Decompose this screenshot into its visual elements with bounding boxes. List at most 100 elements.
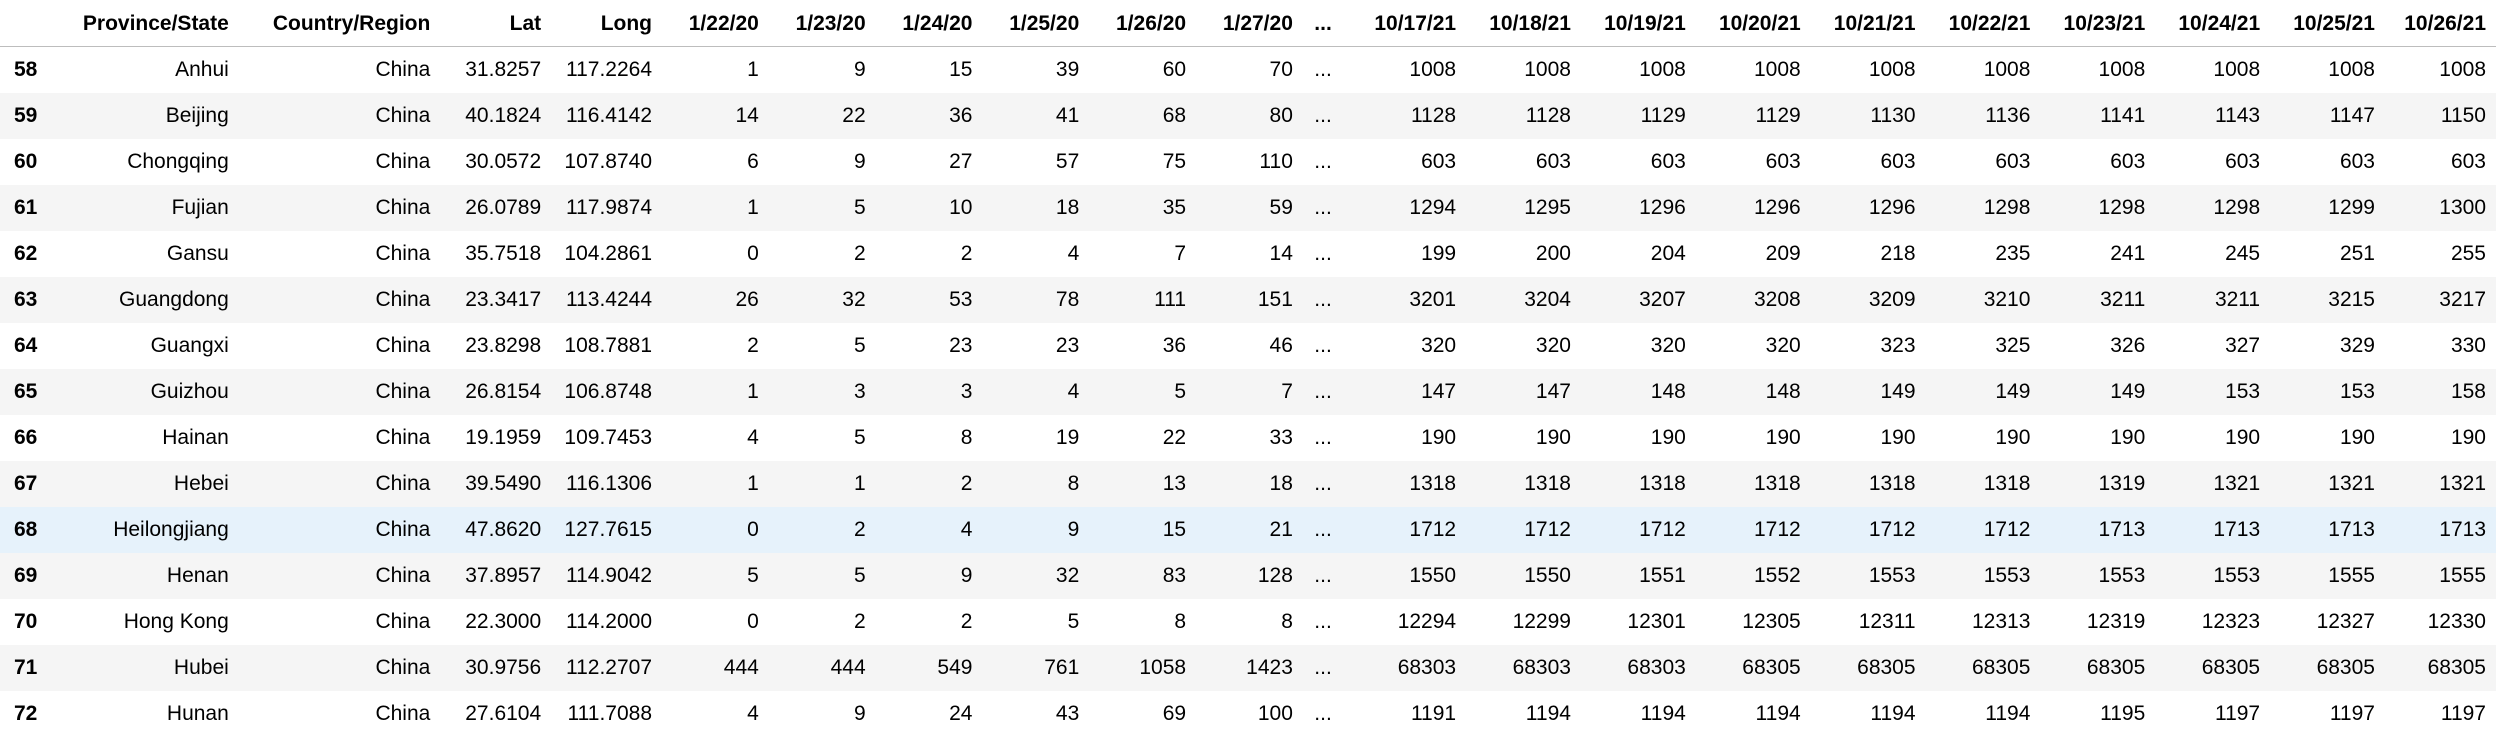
table-cell: 12323: [2155, 599, 2270, 645]
table-cell: ...: [1303, 231, 1347, 277]
table-cell: 1298: [1926, 185, 2041, 231]
table-cell: Hebei: [52, 461, 238, 507]
table-cell: 326: [2040, 323, 2155, 369]
table-cell: 1318: [1466, 461, 1581, 507]
table-cell: ...: [1303, 93, 1347, 139]
table-cell: 1008: [2385, 47, 2496, 94]
table-cell: China: [239, 369, 441, 415]
table-cell: 26.0789: [440, 185, 551, 231]
table-cell: 1008: [1696, 47, 1811, 94]
table-cell: 255: [2385, 231, 2496, 277]
table-cell: Anhui: [52, 47, 238, 94]
table-cell: 1147: [2270, 93, 2385, 139]
table-cell: 1294: [1347, 185, 1466, 231]
table-cell: 1555: [2270, 553, 2385, 599]
table-cell: 1423: [1196, 645, 1303, 691]
table-cell: 108.7881: [551, 323, 662, 369]
table-cell: 1712: [1811, 507, 1926, 553]
table-cell: 153: [2155, 369, 2270, 415]
table-cell: 1321: [2385, 461, 2496, 507]
table-cell: 31.8257: [440, 47, 551, 94]
table-cell: 68305: [2040, 645, 2155, 691]
table-cell: 1713: [2155, 507, 2270, 553]
table-cell: 1550: [1347, 553, 1466, 599]
table-cell: 12330: [2385, 599, 2496, 645]
table-cell: 114.2000: [551, 599, 662, 645]
table-cell: 1008: [1811, 47, 1926, 94]
table-cell: 330: [2385, 323, 2496, 369]
table-cell: 3201: [1347, 277, 1466, 323]
table-cell: 2: [769, 507, 876, 553]
table-cell: 204: [1581, 231, 1696, 277]
table-cell: ...: [1303, 507, 1347, 553]
table-cell: Chongqing: [52, 139, 238, 185]
table-cell: 27.6104: [440, 691, 551, 737]
table-cell: China: [239, 277, 441, 323]
table-cell: 36: [876, 93, 983, 139]
column-header: Country/Region: [239, 2, 441, 47]
table-cell: 47.8620: [440, 507, 551, 553]
table-cell: 251: [2270, 231, 2385, 277]
row-index: 60: [0, 139, 52, 185]
table-cell: 12327: [2270, 599, 2385, 645]
column-header: 10/25/21: [2270, 2, 2385, 47]
row-index: 59: [0, 93, 52, 139]
table-cell: 320: [1581, 323, 1696, 369]
table-cell: 3211: [2040, 277, 2155, 323]
table-cell: China: [239, 93, 441, 139]
table-cell: 8: [876, 415, 983, 461]
table-cell: 100: [1196, 691, 1303, 737]
table-cell: ...: [1303, 369, 1347, 415]
table-cell: 3207: [1581, 277, 1696, 323]
table-cell: 32: [982, 553, 1089, 599]
table-cell: 33: [1196, 415, 1303, 461]
table-cell: China: [239, 139, 441, 185]
table-cell: 40.1824: [440, 93, 551, 139]
table-cell: 1008: [2155, 47, 2270, 94]
table-cell: 1194: [1696, 691, 1811, 737]
table-cell: 444: [662, 645, 769, 691]
table-cell: 603: [2270, 139, 2385, 185]
table-cell: 68303: [1581, 645, 1696, 691]
table-cell: 1296: [1581, 185, 1696, 231]
row-index: 69: [0, 553, 52, 599]
table-cell: 4: [982, 369, 1089, 415]
table-cell: ...: [1303, 185, 1347, 231]
table-cell: 22.3000: [440, 599, 551, 645]
table-cell: 147: [1466, 369, 1581, 415]
table-cell: 3215: [2270, 277, 2385, 323]
table-cell: 14: [662, 93, 769, 139]
row-index: 61: [0, 185, 52, 231]
table-cell: 245: [2155, 231, 2270, 277]
column-header: ...: [1303, 2, 1347, 47]
table-cell: 199: [1347, 231, 1466, 277]
table-cell: China: [239, 47, 441, 94]
table-cell: 1713: [2040, 507, 2155, 553]
table-cell: 32: [769, 277, 876, 323]
table-cell: 320: [1696, 323, 1811, 369]
table-cell: 2: [769, 231, 876, 277]
table-cell: 112.2707: [551, 645, 662, 691]
table-cell: 1: [662, 369, 769, 415]
table-cell: 1550: [1466, 553, 1581, 599]
table-cell: 9: [876, 553, 983, 599]
table-cell: 106.8748: [551, 369, 662, 415]
table-cell: 1: [662, 461, 769, 507]
table-cell: 5: [769, 323, 876, 369]
